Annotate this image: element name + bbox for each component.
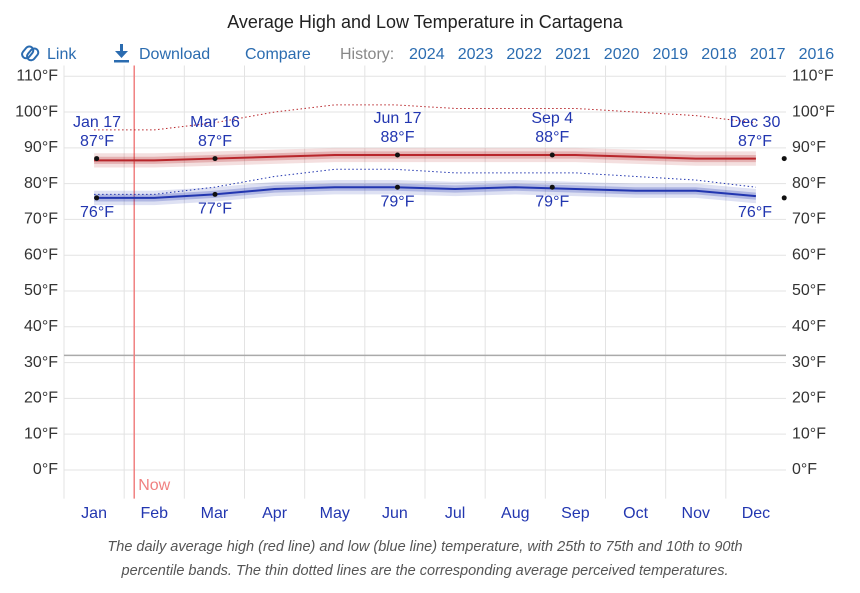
annotation-dot — [394, 152, 400, 158]
x-tick-label: Apr — [262, 505, 288, 522]
annotation-high: 88°F — [535, 129, 569, 146]
y-tick-label: 100°F — [15, 103, 58, 120]
history-year[interactable]: 2020 — [604, 46, 640, 63]
annotation-dot — [549, 152, 555, 158]
caption: percentile bands. The thin dotted lines … — [121, 563, 729, 579]
annotation-dot — [781, 156, 787, 162]
annotation-dot — [212, 191, 218, 197]
y2-tick-label: 40°F — [792, 318, 826, 335]
percentile-band — [94, 147, 756, 168]
x-tick-label: Jul — [445, 505, 465, 522]
y2-tick-label: 80°F — [792, 175, 826, 192]
caption: The daily average high (red line) and lo… — [107, 539, 742, 555]
y2-tick-label: 0°F — [792, 461, 817, 478]
y-tick-label: 50°F — [24, 282, 58, 299]
history-year[interactable]: 2017 — [750, 46, 786, 63]
annotation-dot — [94, 156, 100, 162]
y2-tick-label: 90°F — [792, 139, 826, 156]
compare-button[interactable]: Compare — [245, 46, 311, 63]
x-tick-label: Nov — [682, 505, 710, 522]
y-tick-label: 110°F — [16, 67, 58, 84]
annotation-high: 87°F — [738, 133, 772, 150]
annotation-dot — [212, 156, 218, 162]
now-label: Now — [138, 477, 170, 494]
perceived-line — [94, 168, 756, 195]
annotation-low: 76°F — [80, 204, 114, 221]
y2-tick-label: 110°F — [792, 67, 834, 84]
x-tick-label: Jan — [81, 505, 107, 522]
annotation-low: 79°F — [381, 193, 415, 210]
annotation-high: 87°F — [198, 133, 232, 150]
history-year[interactable]: 2019 — [653, 46, 689, 63]
y2-tick-label: 100°F — [792, 103, 835, 120]
history-year[interactable]: 2016 — [799, 46, 835, 63]
download-icon[interactable] — [114, 44, 129, 63]
y2-tick-label: 20°F — [792, 390, 826, 407]
y-tick-label: 80°F — [24, 175, 58, 192]
x-tick-label: Dec — [742, 505, 770, 522]
y-tick-label: 20°F — [24, 390, 58, 407]
annotation-date: Jan 17 — [73, 114, 121, 131]
y-tick-label: 0°F — [33, 461, 58, 478]
annotation-dot — [549, 184, 555, 190]
y-tick-label: 60°F — [24, 246, 58, 263]
annotation-dot — [394, 184, 400, 190]
y2-tick-label: 60°F — [792, 246, 826, 263]
x-tick-label: Feb — [140, 505, 168, 522]
history-year[interactable]: 2023 — [458, 46, 494, 63]
x-tick-label: Mar — [201, 505, 229, 522]
y2-tick-label: 70°F — [792, 211, 826, 228]
x-tick-label: Sep — [561, 505, 590, 522]
x-tick-label: May — [320, 505, 350, 522]
y2-tick-label: 10°F — [792, 425, 826, 442]
x-tick-label: Jun — [382, 505, 408, 522]
history-year[interactable]: 2022 — [506, 46, 542, 63]
annotation-low: 77°F — [198, 201, 232, 218]
history-year[interactable]: 2018 — [701, 46, 737, 63]
series-line — [94, 153, 756, 162]
y2-tick-label: 50°F — [792, 282, 826, 299]
series-line — [94, 186, 757, 199]
y2-tick-label: 30°F — [792, 354, 826, 371]
annotation-date: Mar 16 — [190, 114, 240, 131]
history-year[interactable]: 2021 — [555, 46, 591, 63]
annotation-high: 88°F — [381, 129, 415, 146]
y-tick-label: 70°F — [24, 211, 58, 228]
y-tick-label: 40°F — [24, 318, 58, 335]
annotation-low: 79°F — [535, 193, 569, 210]
annotation-high: 87°F — [80, 133, 114, 150]
annotation-date: Dec 30 — [730, 114, 781, 131]
y-tick-label: 10°F — [24, 425, 58, 442]
perceived-line — [94, 104, 756, 131]
download-button[interactable]: Download — [139, 46, 210, 63]
annotation-date: Sep 4 — [531, 110, 573, 127]
y-tick-label: 30°F — [24, 354, 58, 371]
percentile-band — [94, 180, 756, 206]
annotation-low: 76°F — [738, 204, 772, 221]
history-year[interactable]: 2024 — [409, 46, 445, 63]
x-tick-label: Oct — [623, 505, 648, 522]
percentile-band — [94, 183, 756, 202]
link-button[interactable]: Link — [47, 46, 77, 63]
y-tick-label: 90°F — [24, 139, 58, 156]
annotation-dot — [781, 195, 787, 201]
chart-title: Average High and Low Temperature in Cart… — [227, 12, 624, 32]
annotation-date: Jun 17 — [373, 110, 421, 127]
x-tick-label: Aug — [501, 505, 529, 522]
history-label: History: — [340, 46, 394, 63]
annotation-dot — [94, 195, 100, 201]
link-icon[interactable] — [20, 45, 40, 62]
